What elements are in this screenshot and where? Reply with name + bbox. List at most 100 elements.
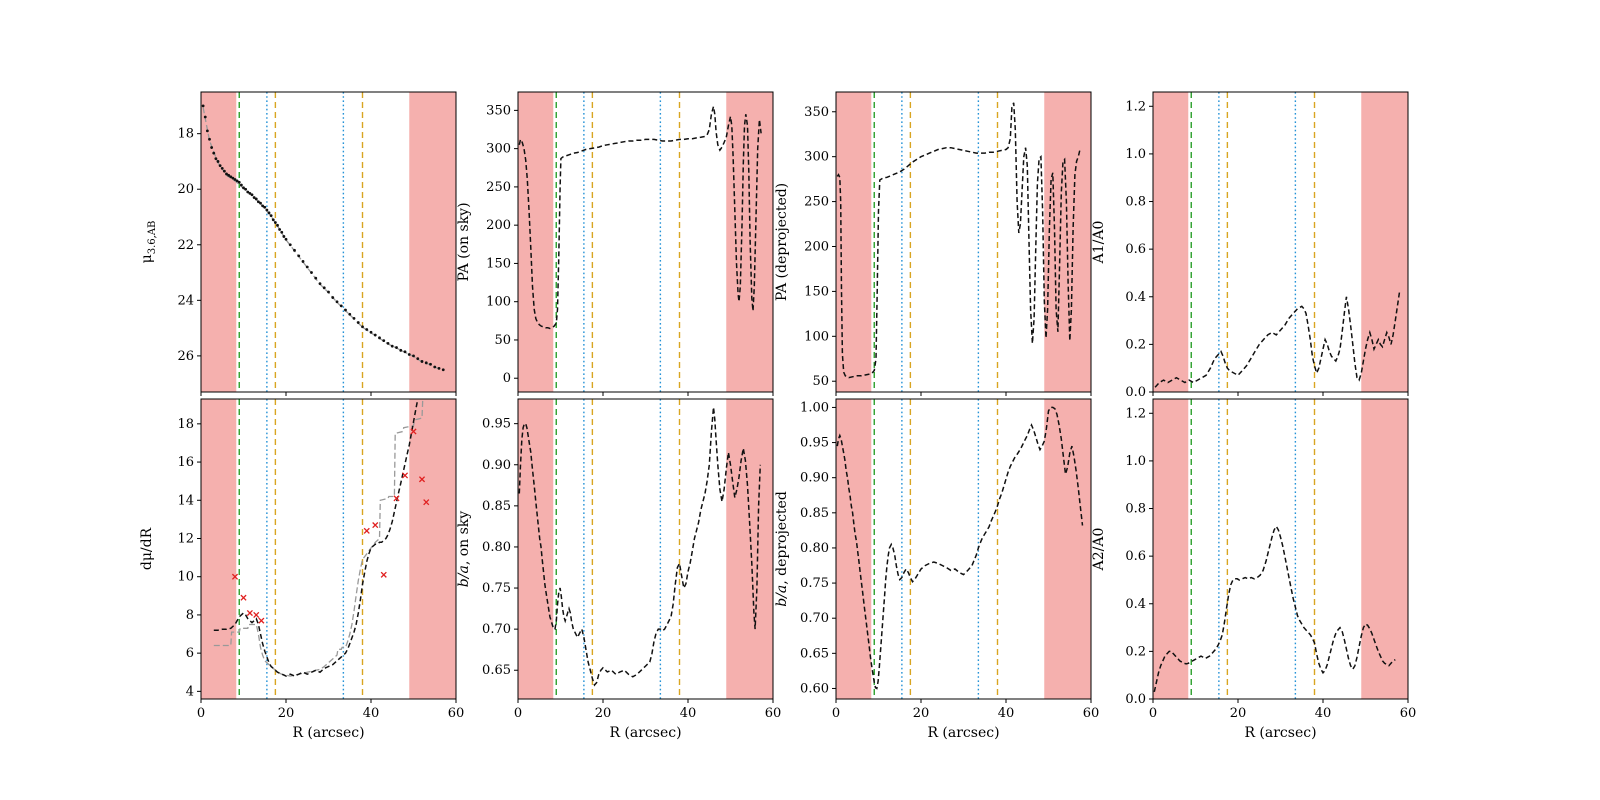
y-tick-label: 0.75 — [800, 576, 829, 591]
x-tick-label: 60 — [765, 706, 782, 721]
y-axis-label: b/a, deprojected — [774, 491, 790, 607]
axes-frame — [835, 398, 1092, 700]
y-tick-label: 1.0 — [1125, 454, 1146, 469]
axes-frame — [200, 91, 457, 393]
chart-svg-surface-brightness: 18 20 22 24 26 μ3.6,AB — [139, 91, 457, 396]
axes-frame — [200, 398, 457, 700]
axes-frame — [1152, 91, 1409, 393]
y-tick-label: 0.85 — [482, 499, 511, 514]
x-axis-label: R (arcsec) — [292, 725, 364, 741]
y-tick-label: 18 — [177, 127, 194, 142]
x-tick-label: 40 — [363, 706, 380, 721]
masked-region — [201, 92, 237, 392]
x-tick-label: 40 — [1315, 706, 1332, 721]
y-tick-label: 0.6 — [1125, 242, 1146, 257]
y-tick-label: 0.0 — [1125, 692, 1146, 707]
masked-region — [1044, 399, 1091, 699]
y-tick-label: 0.90 — [482, 458, 511, 473]
series-black-dashed — [836, 406, 1084, 690]
y-tick-label: 0.8 — [1125, 195, 1146, 210]
series-black-dashed — [518, 106, 762, 330]
x-tick-label: 0 — [1149, 706, 1157, 721]
x-tick-label: 20 — [595, 706, 612, 721]
x-tick-label: 0 — [832, 706, 840, 721]
axes-frame — [517, 398, 774, 700]
y-tick-label: 1.0 — [1125, 147, 1146, 162]
y-tick-label: 12 — [177, 531, 194, 546]
y-tick-label: 0.2 — [1125, 337, 1146, 352]
panel-a2-a0: 0.0 0.2 0.4 0.6 0.8 1.0 1.2 0 20 40 60 A2/A0 R (arcs… — [1087, 393, 1417, 745]
series-black-dashed — [1153, 524, 1396, 693]
y-tick-label: 22 — [177, 238, 194, 253]
y-tick-label: 10 — [177, 570, 194, 585]
y-tick-label: 0.0 — [1125, 385, 1146, 400]
y-tick-label: 26 — [177, 349, 194, 364]
y-tick-label: 0.90 — [800, 471, 829, 486]
x-tick-label: 0 — [197, 706, 205, 721]
y-axis-label: PA (on sky) — [456, 202, 472, 281]
y-tick-label: 300 — [486, 142, 511, 157]
y-tick-label: 250 — [804, 195, 829, 210]
y-axis-label: A2/A0 — [1091, 528, 1107, 572]
x-tick-label: 20 — [1230, 706, 1247, 721]
masked-region — [409, 92, 456, 392]
series-black-dashed — [213, 399, 419, 677]
axes-frame — [517, 91, 774, 393]
x-axis-label: R (arcsec) — [1244, 725, 1316, 741]
y-tick-label: 0.80 — [482, 540, 511, 555]
x-tick-label: 20 — [278, 706, 295, 721]
panel-dmu-dr: 4 6 8 10 12 14 16 18 0 20 40 60 dμ/dR R (arcsec) — [135, 393, 465, 745]
x-tick-label: 60 — [1400, 706, 1417, 721]
y-tick-label: 0.95 — [482, 417, 511, 432]
masked-region — [1153, 92, 1189, 392]
x-tick-label: 40 — [680, 706, 697, 721]
y-tick-label: 0.2 — [1125, 644, 1146, 659]
chart-svg-pa-deprojected: 50 100 150 200 250 300 350 PA (deprojected) — [774, 91, 1092, 396]
chart-svg-ba-deprojected: 0.60 0.65 0.70 0.75 0.80 0.85 0.90 0.95 1.00 0 20 4… — [774, 398, 1099, 741]
series-gray-dashed — [202, 107, 444, 371]
y-tick-label: 0.70 — [482, 622, 511, 637]
y-axis-label: dμ/dR — [139, 527, 155, 570]
y-tick-label: 150 — [486, 256, 511, 271]
masked-region — [518, 92, 554, 392]
y-tick-label: 24 — [177, 293, 194, 308]
y-tick-label: 1.00 — [800, 400, 829, 415]
chart-svg-a2-a0: 0.0 0.2 0.4 0.6 0.8 1.0 1.2 0 20 40 60 A2/A0 R (arcs… — [1091, 398, 1417, 741]
y-tick-label: 0.4 — [1125, 290, 1146, 305]
y-tick-label: 16 — [177, 455, 194, 470]
y-tick-label: 350 — [486, 103, 511, 118]
y-tick-label: 0 — [503, 371, 511, 386]
chart-svg-a1-a0: 0.0 0.2 0.4 0.6 0.8 1.0 1.2 A1/A0 — [1091, 91, 1409, 400]
y-tick-label: 300 — [804, 150, 829, 165]
x-axis-label: R (arcsec) — [609, 725, 681, 741]
y-tick-label: 350 — [804, 105, 829, 120]
masked-region — [836, 92, 872, 392]
y-tick-label: 1.2 — [1125, 406, 1146, 421]
y-tick-label: 0.65 — [800, 646, 829, 661]
y-tick-label: 50 — [494, 333, 511, 348]
y-tick-label: 150 — [804, 284, 829, 299]
panel-surface-brightness: 18 20 22 24 26 μ3.6,AB — [135, 86, 465, 438]
x-tick-label: 60 — [448, 706, 465, 721]
y-tick-label: 4 — [186, 684, 194, 699]
masked-region — [518, 399, 554, 699]
y-tick-label: 0.6 — [1125, 549, 1146, 564]
y-axis-label: A1/A0 — [1091, 221, 1107, 265]
y-tick-label: 50 — [812, 374, 829, 389]
masked-region — [1361, 399, 1408, 699]
series-gray-dashed — [213, 399, 424, 677]
y-tick-label: 100 — [486, 295, 511, 310]
masked-region — [1361, 92, 1408, 392]
y-tick-label: 18 — [177, 417, 194, 432]
x-tick-label: 20 — [913, 706, 930, 721]
y-tick-label: 6 — [186, 646, 194, 661]
chart-svg-ba-on-sky: 0.65 0.70 0.75 0.80 0.85 0.90 0.95 0 20 40 60 b/a, … — [456, 398, 782, 741]
y-tick-label: 0.8 — [1125, 502, 1146, 517]
y-tick-label: 0.60 — [800, 681, 829, 696]
panel-ba-deprojected: 0.60 0.65 0.70 0.75 0.80 0.85 0.90 0.95 1.00 0 20 4… — [770, 393, 1100, 745]
y-tick-label: 20 — [177, 182, 194, 197]
masked-region — [836, 399, 872, 699]
y-tick-label: 0.95 — [800, 436, 829, 451]
axes-frame — [835, 91, 1092, 393]
